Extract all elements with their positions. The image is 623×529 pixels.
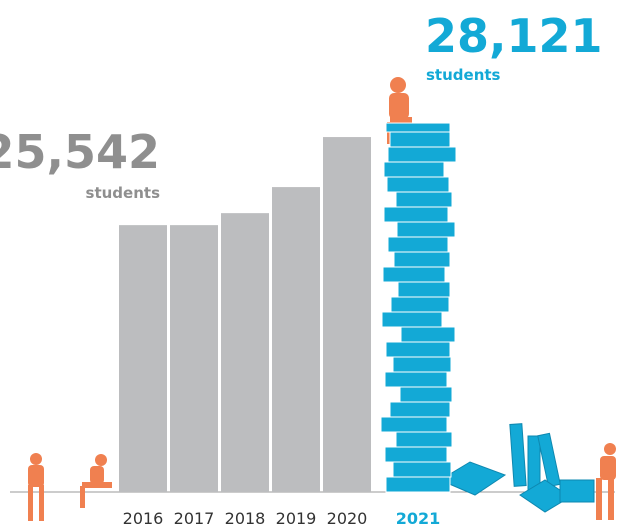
book: [385, 122, 451, 133]
bar: [272, 187, 320, 492]
book: [397, 281, 451, 298]
book: [382, 266, 446, 283]
book: [385, 341, 451, 358]
book: [384, 446, 448, 463]
book: [395, 431, 453, 448]
x-tick-label: 2019: [276, 509, 317, 528]
value-label-unit: students: [86, 184, 161, 202]
bar: [119, 225, 167, 493]
book: [383, 206, 449, 223]
x-tick-label: 2021: [396, 509, 441, 528]
book: [389, 131, 451, 148]
book: [395, 191, 453, 208]
x-tick-label: 2020: [327, 509, 368, 528]
book: [396, 221, 456, 238]
book: [387, 146, 457, 163]
book: [381, 311, 443, 328]
book: [380, 416, 448, 433]
book-stack: [380, 122, 457, 493]
book: [392, 356, 452, 373]
bar: [170, 225, 218, 493]
book: [387, 236, 449, 253]
bar: [323, 137, 371, 492]
book: [393, 251, 451, 268]
book: [385, 476, 451, 493]
book: [383, 161, 445, 178]
x-tick-label: 2018: [225, 509, 266, 528]
book: [399, 386, 453, 403]
book: [390, 296, 450, 313]
x-tick-label: 2017: [174, 509, 215, 528]
book: [384, 371, 448, 388]
decor-books: [438, 423, 595, 513]
book: [392, 461, 452, 478]
book: [389, 401, 451, 418]
bar: [221, 213, 269, 492]
book: [400, 326, 456, 343]
book: [386, 176, 450, 193]
value-label: 28,121: [425, 9, 603, 63]
value-label: 25,542: [0, 125, 160, 179]
x-tick-label: 2016: [123, 509, 164, 528]
value-label-unit: students: [426, 66, 501, 84]
